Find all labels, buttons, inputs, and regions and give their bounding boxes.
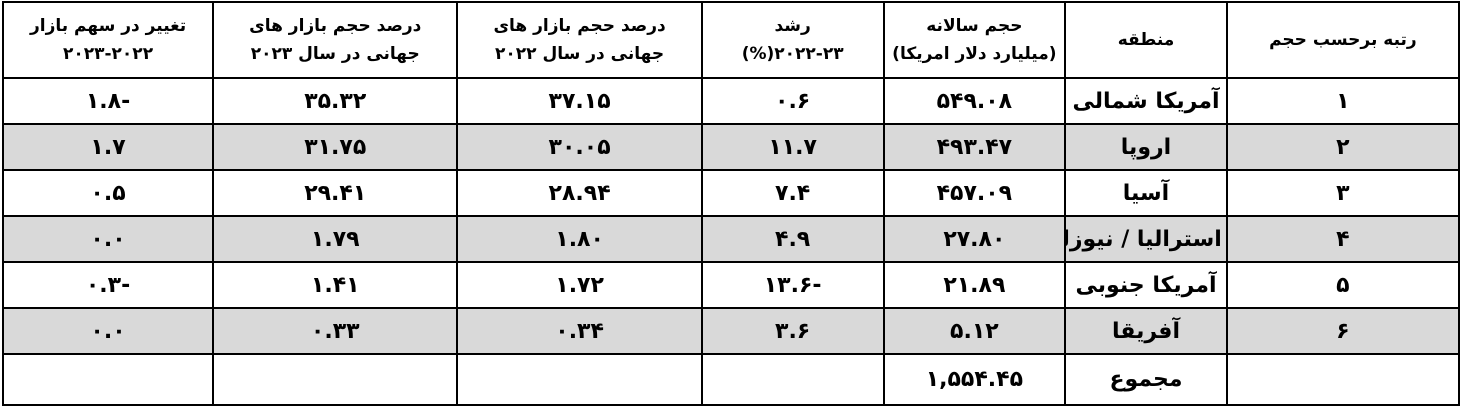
header-share-change-line1: تغییر در سهم بازار (29, 16, 187, 36)
total-volume: ۱,۵۵۴.۴۵ (882, 353, 1067, 406)
cell-share-2023-empty (212, 353, 459, 406)
table-header-row: رتبه برحسب حجم منطقه حجم سالانه (میلیارد… (1, 1, 1461, 79)
cell-growth: ۱۱.۷ (700, 123, 885, 171)
table-row: ۱ آمریکا شمالی ۵۴۹.۰۸ ۰.۶ ۳۷.۱۵ ۳۵.۳۲ -۱… (1, 77, 1461, 125)
cell-volume: ۵.۱۲ (882, 307, 1067, 355)
cell-share-2023: ۳۱.۷۵ (212, 123, 459, 171)
cell-share-2023: ۳۵.۳۲ (212, 77, 459, 125)
cell-rank: ۶ (1225, 307, 1461, 355)
header-share-change: تغییر در سهم بازار ۲۰۲۳-۲۰۲۲ (1, 1, 215, 79)
cell-share-2022: ۰.۳۴ (456, 307, 703, 355)
header-share-2022-line1: درصد حجم بازار های (493, 16, 666, 36)
header-share-2022: درصد حجم بازار های جهانی در سال ۲۰۲۲ (456, 1, 703, 79)
cell-growth: ۰.۶ (700, 77, 885, 125)
table-row: ۶ آفریقا ۵.۱۲ ۳.۶ ۰.۳۴ ۰.۳۳ ۰.۰ (1, 307, 1461, 355)
cell-region: آمریکا جنوبی (1064, 261, 1228, 309)
cell-share-2022: ۲۸.۹۴ (456, 169, 703, 217)
table-row: ۴ استرالیا / نیوزلند ۲۷.۸۰ ۴.۹ ۱.۸۰ ۱.۷۹… (1, 215, 1461, 263)
header-share-2022-line2: جهانی در سال ۲۰۲۲ (495, 44, 665, 64)
cell-share-change: ۰.۰ (1, 215, 215, 263)
cell-region: استرالیا / نیوزلند (1064, 215, 1228, 263)
total-label: مجموع (1064, 353, 1228, 406)
cell-volume: ۵۴۹.۰۸ (882, 77, 1067, 125)
header-rank: رتبه برحسب حجم (1225, 1, 1461, 79)
cell-share-2022-empty (456, 353, 703, 406)
cell-share-2022: ۱.۸۰ (456, 215, 703, 263)
header-rank-label: رتبه برحسب حجم (1269, 30, 1417, 50)
header-share-change-line2: ۲۰۲۳-۲۰۲۲ (63, 44, 154, 64)
table-row: ۵ آمریکا جنوبی ۲۱.۸۹ -۱۳.۶ ۱.۷۲ ۱.۴۱ -۰.… (1, 261, 1461, 309)
cell-share-2023: ۱.۴۱ (212, 261, 459, 309)
cell-rank: ۵ (1225, 261, 1461, 309)
cell-growth: ۷.۴ (700, 169, 885, 217)
header-growth: رشد ۲۰۲۲-۲۳(%) (700, 1, 885, 79)
cell-region: آسیا (1064, 169, 1228, 217)
cell-share-2022: ۱.۷۲ (456, 261, 703, 309)
header-volume-line1: حجم سالانه (926, 16, 1023, 36)
table-row: ۳ آسیا ۴۵۷.۰۹ ۷.۴ ۲۸.۹۴ ۲۹.۴۱ ۰.۵ (1, 169, 1461, 217)
cell-rank: ۴ (1225, 215, 1461, 263)
total-row: مجموع ۱,۵۵۴.۴۵ (1, 353, 1461, 406)
header-volume: حجم سالانه (میلیارد دلار امریکا) (882, 1, 1067, 79)
header-share-2023-line1: درصد حجم بازار های (249, 16, 422, 36)
header-growth-line2: ۲۰۲۲-۲۳(%) (741, 44, 844, 64)
header-region: منطقه (1064, 1, 1228, 79)
cell-share-change: -۰.۳ (1, 261, 215, 309)
header-region-label: منطقه (1117, 30, 1175, 50)
header-share-2023-line2: جهانی در سال ۲۰۲۳ (250, 44, 420, 64)
cell-share-2022: ۳۷.۱۵ (456, 77, 703, 125)
cell-share-change: ۰.۰ (1, 307, 215, 355)
header-volume-line2: (میلیارد دلار امریکا) (892, 44, 1057, 64)
cell-share-2023: ۰.۳۳ (212, 307, 459, 355)
header-growth-line1: رشد (774, 16, 811, 36)
cell-rank: ۱ (1225, 77, 1461, 125)
market-volume-table: رتبه برحسب حجم منطقه حجم سالانه (میلیارد… (1, 1, 1461, 406)
cell-growth: -۱۳.۶ (700, 261, 885, 309)
cell-region: آمریکا شمالی (1064, 77, 1228, 125)
cell-share-change: ۰.۵ (1, 169, 215, 217)
cell-share-2022: ۳۰.۰۵ (456, 123, 703, 171)
cell-growth-empty (700, 353, 885, 406)
cell-growth: ۴.۹ (700, 215, 885, 263)
cell-share-change-empty (1, 353, 215, 406)
cell-growth: ۳.۶ (700, 307, 885, 355)
header-share-2023: درصد حجم بازار های جهانی در سال ۲۰۲۳ (212, 1, 459, 79)
cell-volume: ۴۵۷.۰۹ (882, 169, 1067, 217)
cell-share-2023: ۲۹.۴۱ (212, 169, 459, 217)
cell-volume: ۴۹۳.۴۷ (882, 123, 1067, 171)
cell-share-change: -۱.۸ (1, 77, 215, 125)
cell-rank-empty (1225, 353, 1461, 406)
cell-share-change: ۱.۷ (1, 123, 215, 171)
cell-share-2023: ۱.۷۹ (212, 215, 459, 263)
cell-rank: ۳ (1225, 169, 1461, 217)
cell-volume: ۲۷.۸۰ (882, 215, 1067, 263)
cell-rank: ۲ (1225, 123, 1461, 171)
table-row: ۲ اروپا ۴۹۳.۴۷ ۱۱.۷ ۳۰.۰۵ ۳۱.۷۵ ۱.۷ (1, 123, 1461, 171)
cell-region: اروپا (1064, 123, 1228, 171)
cell-volume: ۲۱.۸۹ (882, 261, 1067, 309)
cell-region: آفریقا (1064, 307, 1228, 355)
